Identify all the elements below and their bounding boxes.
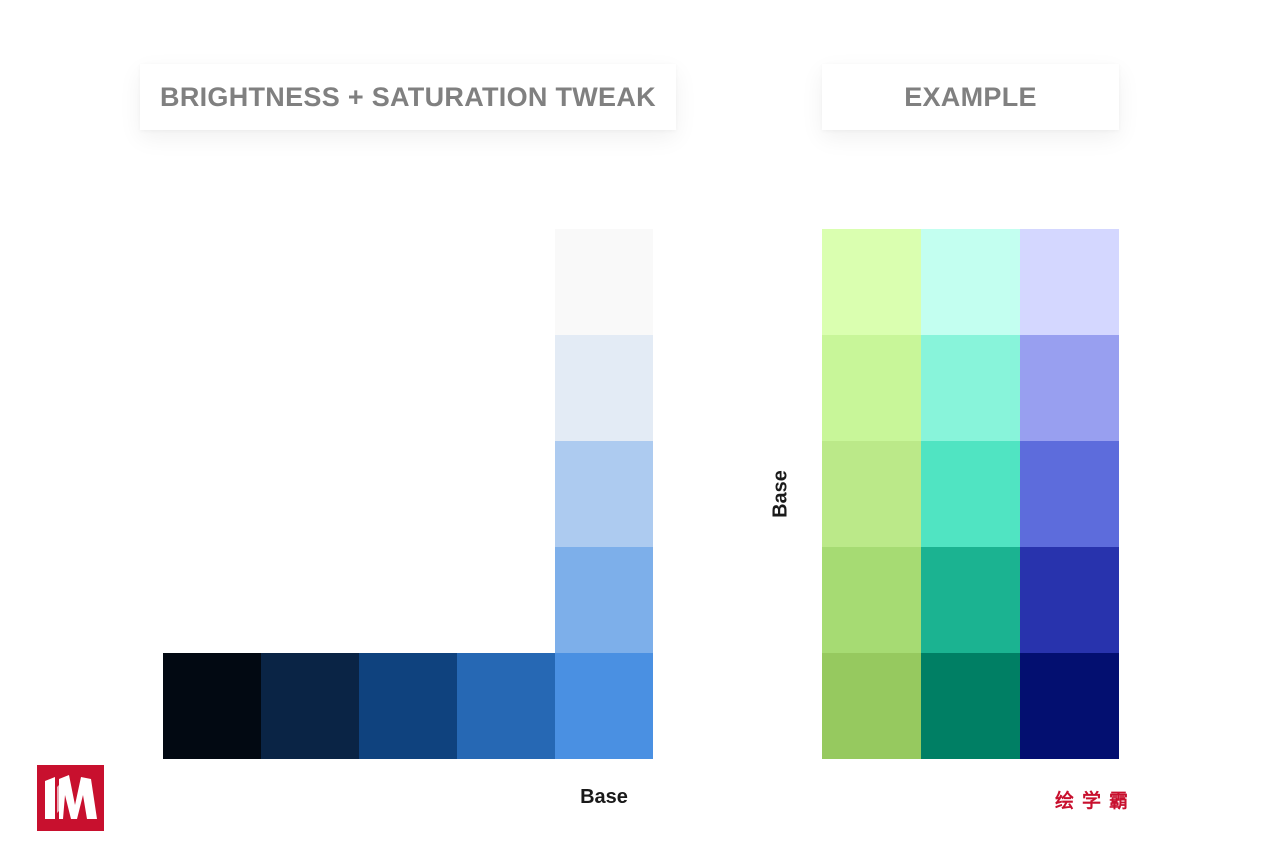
base-swatch [555, 653, 653, 759]
left-panel-title: BRIGHTNESS + SATURATION TWEAK [140, 64, 676, 130]
example-swatch [921, 441, 1020, 547]
example-swatch [822, 441, 921, 547]
example-swatch [822, 335, 921, 441]
base-label-bottom: Base [580, 786, 628, 808]
logo-icon [37, 765, 104, 831]
example-swatch [921, 335, 1020, 441]
shade-swatch [261, 653, 359, 759]
example-swatch [1020, 653, 1119, 759]
shade-swatch [163, 653, 261, 759]
example-swatch [921, 653, 1020, 759]
example-swatch [1020, 335, 1119, 441]
shade-swatch [457, 653, 555, 759]
example-swatch [1020, 441, 1119, 547]
shade-swatch [359, 653, 457, 759]
example-swatch [822, 229, 921, 335]
brand-name: 绘学霸 [1055, 790, 1137, 812]
tint-swatch [555, 441, 653, 547]
right-panel-title: EXAMPLE [822, 64, 1119, 130]
example-swatch [1020, 547, 1119, 653]
tint-swatch [555, 547, 653, 653]
tint-swatch [555, 335, 653, 441]
example-swatch [822, 547, 921, 653]
example-swatch [921, 547, 1020, 653]
example-swatch [1020, 229, 1119, 335]
tint-swatch [555, 229, 653, 335]
example-swatch [822, 653, 921, 759]
example-swatch [921, 229, 1020, 335]
base-label-side: Base [769, 470, 792, 518]
